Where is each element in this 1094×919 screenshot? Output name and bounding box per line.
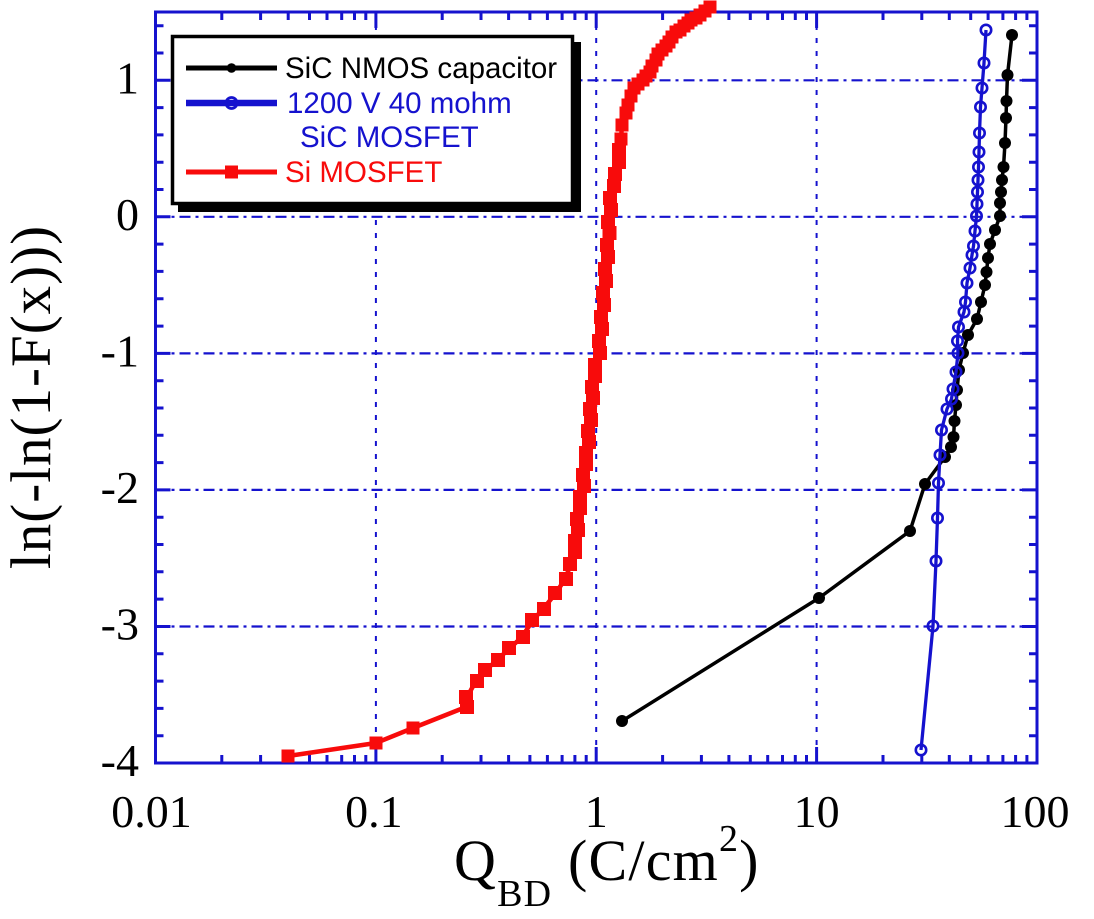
svg-text:1: 1 <box>116 52 139 103</box>
svg-text:ln(-ln(1-F(x))): ln(-ln(1-F(x))) <box>0 225 63 569</box>
svg-text:Si MOSFET: Si MOSFET <box>285 156 442 189</box>
svg-text:10: 10 <box>794 786 840 837</box>
svg-text:1: 1 <box>585 786 608 837</box>
svg-text:SiC NMOS capacitor: SiC NMOS capacitor <box>285 52 557 85</box>
svg-text:1200 V 40 mohm: 1200 V 40 mohm <box>287 87 512 120</box>
svg-text:-4: -4 <box>101 735 139 786</box>
svg-text:-3: -3 <box>101 599 139 650</box>
svg-text:0.1: 0.1 <box>345 786 403 837</box>
svg-text:0.01: 0.01 <box>111 786 192 837</box>
svg-text:100: 100 <box>1001 786 1070 837</box>
svg-text:-2: -2 <box>101 462 139 513</box>
svg-text:SiC MOSFET: SiC MOSFET <box>300 121 479 154</box>
svg-text:0: 0 <box>116 189 139 240</box>
svg-text:-1: -1 <box>101 325 139 376</box>
